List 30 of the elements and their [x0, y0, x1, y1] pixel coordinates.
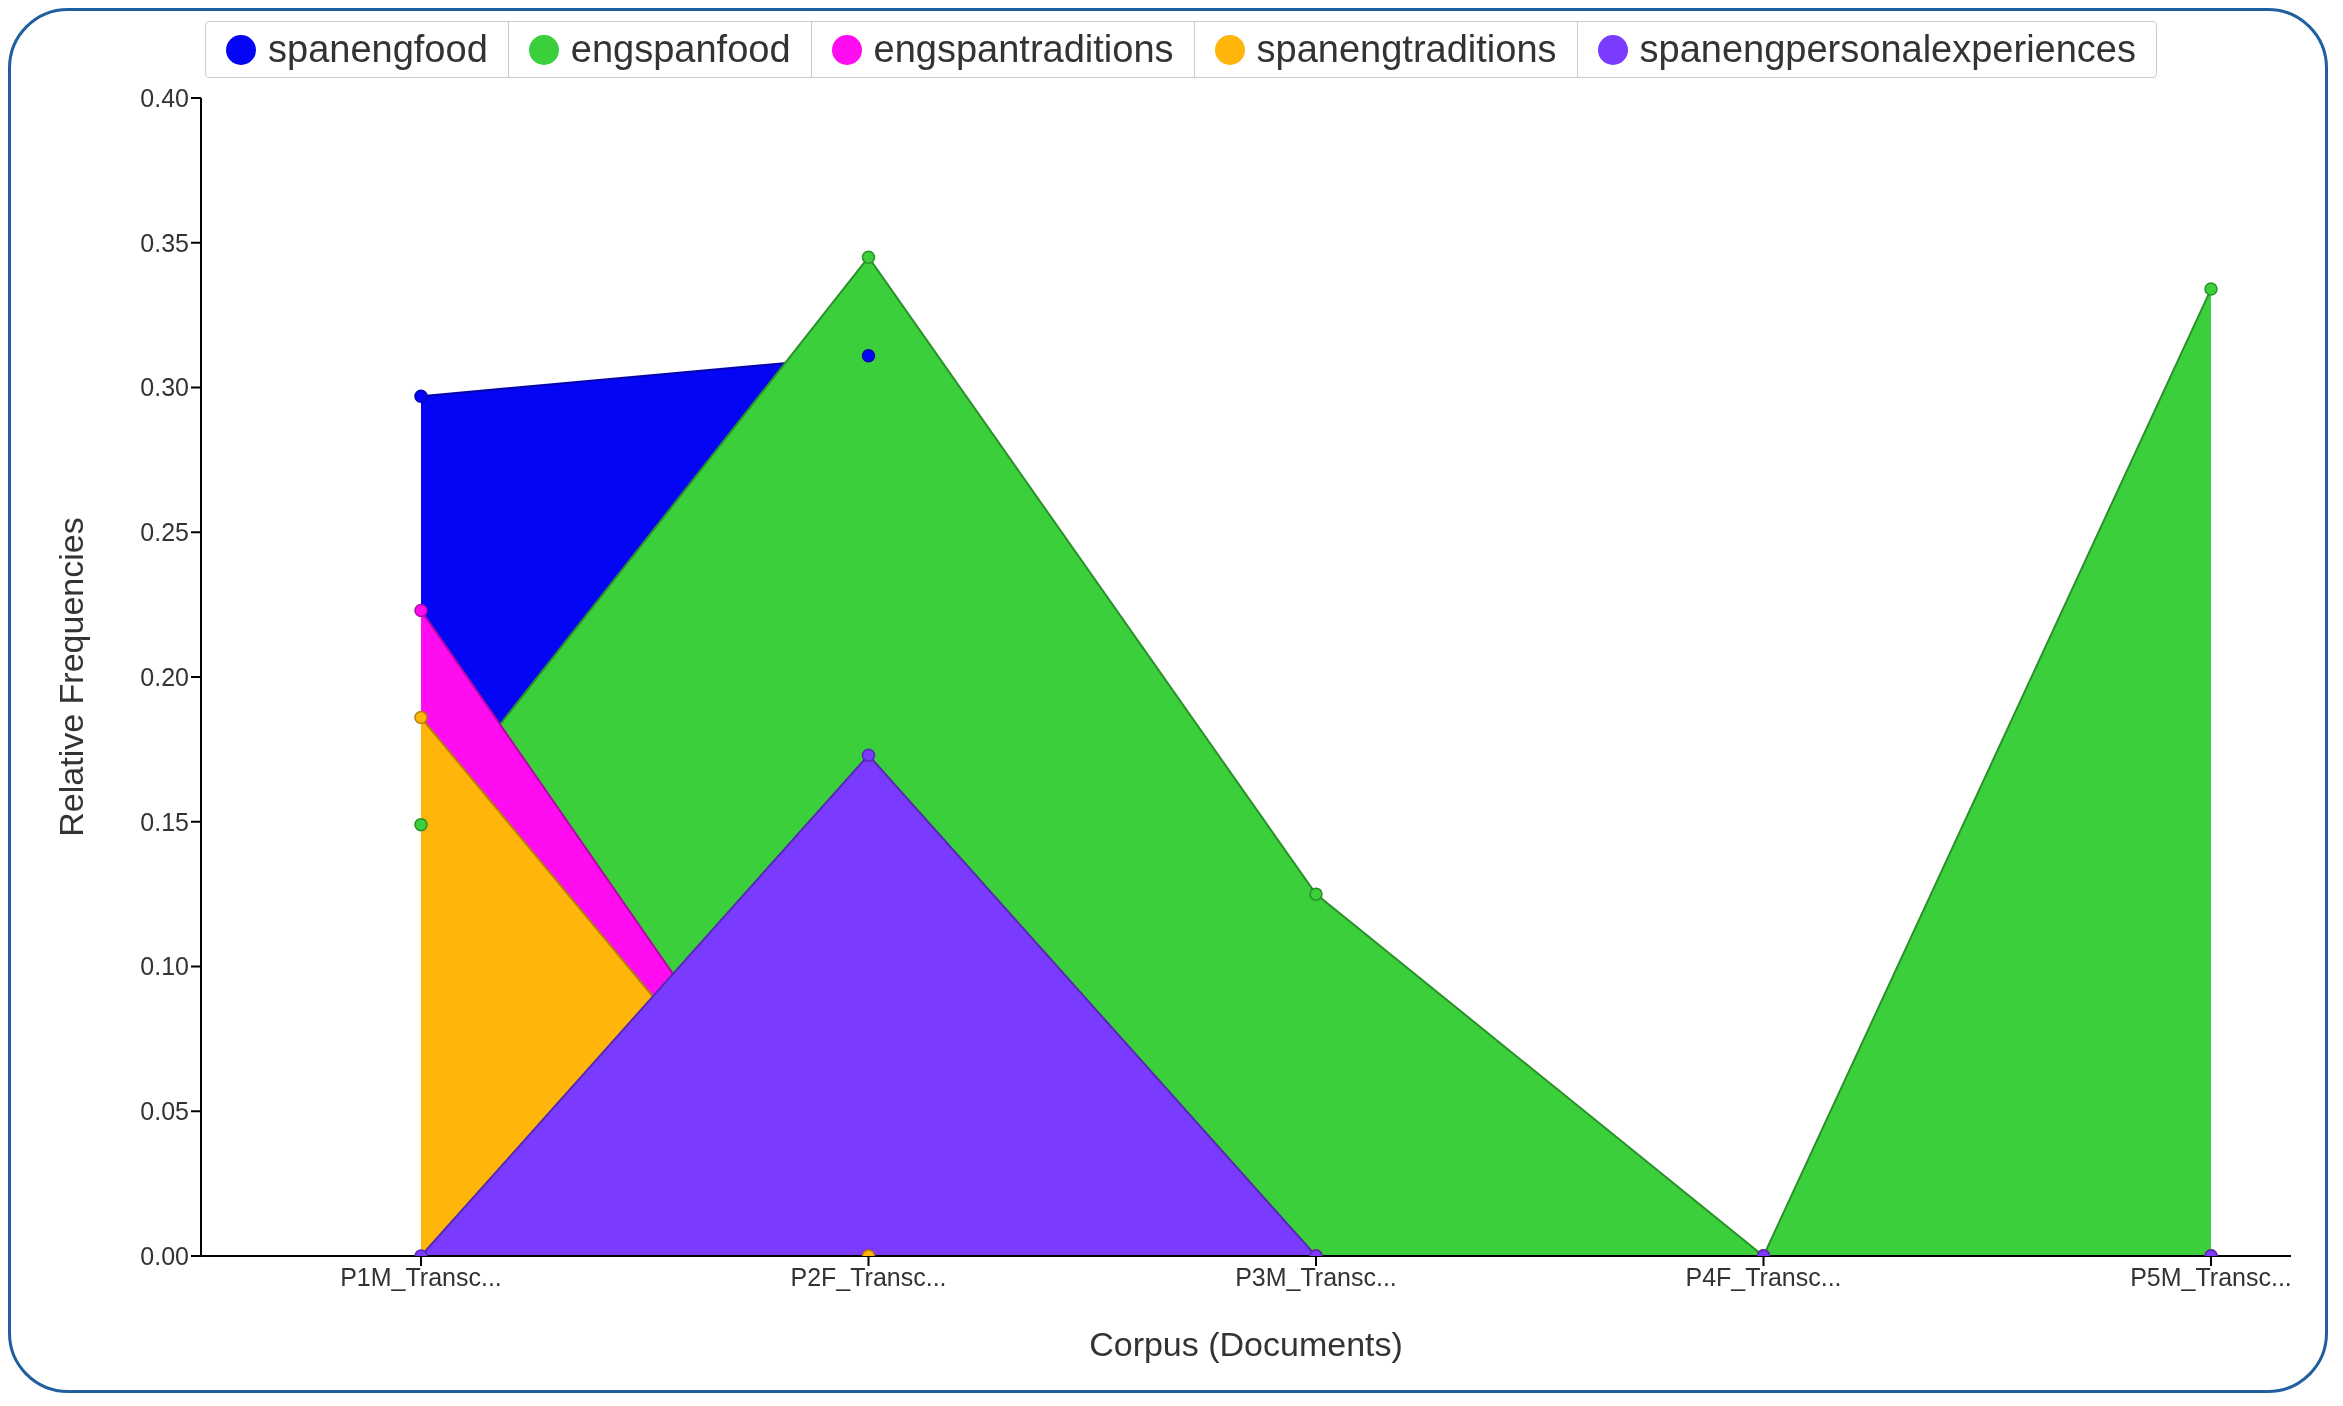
y-tick-label: 0.10	[140, 952, 189, 981]
legend-label: spanengpersonalexperiences	[1639, 28, 2136, 71]
point	[414, 710, 428, 725]
y-tick-label: 0.15	[140, 807, 189, 836]
x-axis-title: Corpus (Documents)	[1089, 1325, 1403, 1363]
y-tick-label: 0.35	[140, 228, 189, 257]
point	[414, 389, 428, 403]
x-tick-label: P4F_Transc...	[1685, 1262, 1842, 1291]
point	[861, 250, 876, 264]
y-tick-label: 0.05	[140, 1097, 189, 1126]
x-tick-label: P3M_Transc...	[1235, 1262, 1397, 1291]
legend-label: spanengfood	[268, 28, 488, 71]
x-tick-label: P1M_Transc...	[340, 1262, 502, 1291]
x-tick-label: P2F_Transc...	[790, 1262, 947, 1291]
y-tick-label: 0.20	[140, 662, 189, 691]
legend-label: spanengtraditions	[1256, 28, 1557, 71]
legend-label: engspanfood	[570, 28, 791, 71]
y-tick-label: 0.30	[140, 373, 189, 402]
legend-label: engspantraditions	[873, 28, 1174, 71]
point	[414, 817, 428, 832]
point	[861, 748, 876, 762]
y-tick-label: 0.25	[140, 518, 189, 547]
point	[2204, 282, 2218, 296]
y-tick-label: 0.40	[140, 83, 189, 112]
point	[414, 603, 428, 618]
y-tick-label: 0.00	[140, 1241, 189, 1270]
y-axis-title: Relative Frequencies	[52, 517, 91, 837]
point	[1309, 887, 1323, 901]
x-tick-label: P5M_Transc...	[2130, 1262, 2292, 1291]
point	[861, 348, 876, 363]
